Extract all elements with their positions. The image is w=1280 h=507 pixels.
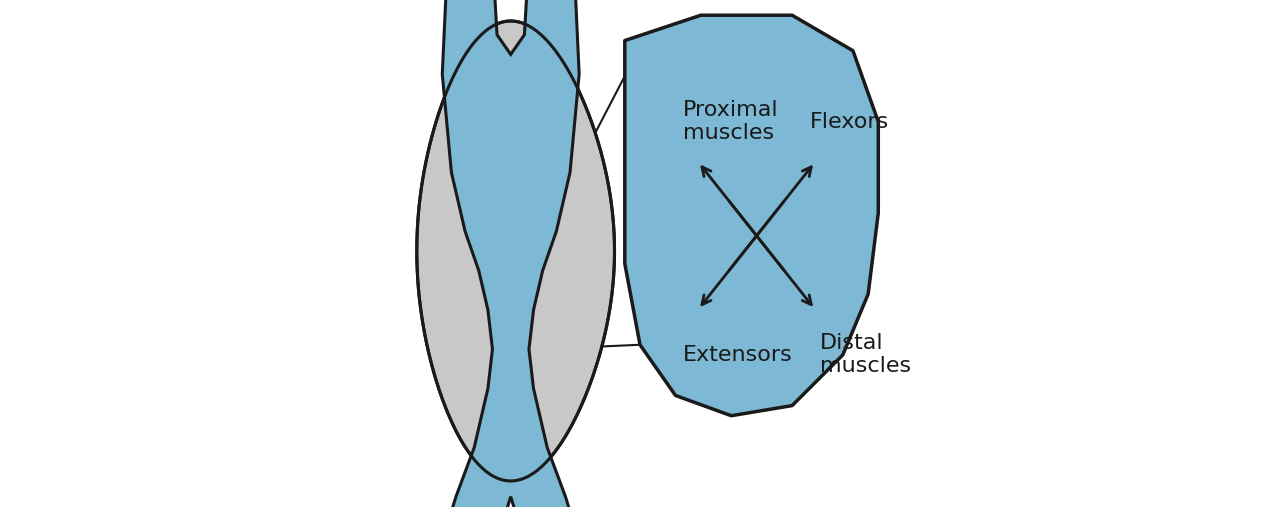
Polygon shape: [625, 15, 878, 416]
Text: Proximal
muscles: Proximal muscles: [684, 100, 778, 143]
Text: Flexors: Flexors: [810, 112, 890, 132]
Text: Extensors: Extensors: [684, 345, 792, 365]
Polygon shape: [433, 0, 589, 507]
Polygon shape: [417, 21, 614, 481]
Text: Distal
muscles: Distal muscles: [820, 333, 911, 377]
